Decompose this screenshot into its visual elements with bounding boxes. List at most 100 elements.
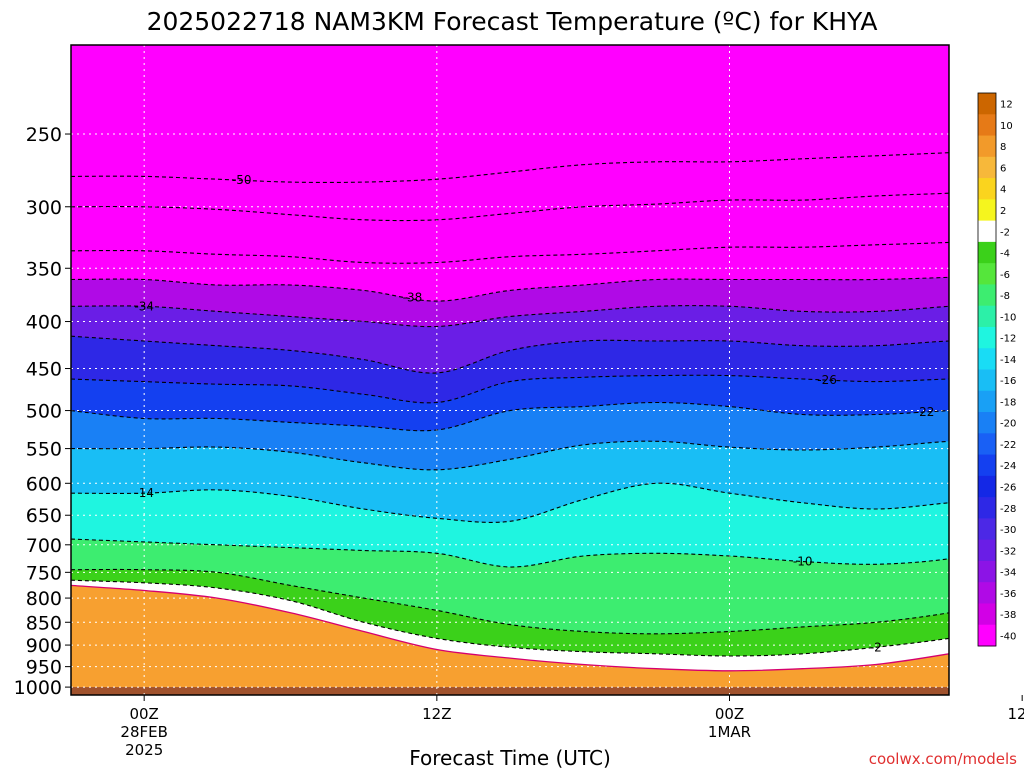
- credit-text: coolwx.com/models: [869, 750, 1017, 768]
- isotherm-contours: 2-2-6-10-14-18-22-26-30-34-38-42-46-50: [71, 152, 1024, 672]
- isotherm-line: [71, 568, 949, 635]
- y-tick-label: 800: [26, 588, 62, 610]
- contour-label: -2: [870, 640, 882, 654]
- contour-label: -34: [134, 299, 154, 313]
- colorbar-swatch: [978, 135, 996, 158]
- colorbar-swatch: [978, 326, 996, 349]
- isotherm-line: [71, 241, 949, 264]
- y-tick-label: 450: [26, 359, 62, 381]
- colorbar-label: -2: [1000, 227, 1010, 238]
- isotherm-line: [71, 482, 949, 523]
- colorbar-swatch: [978, 114, 996, 137]
- colorbar-swatch: [978, 369, 996, 392]
- y-tick-label: 500: [26, 401, 62, 423]
- colorbar-swatch: [978, 284, 996, 307]
- colorbar-label: 8: [1000, 142, 1006, 153]
- plot-frame: [70, 44, 950, 696]
- colorbar-swatch: [978, 305, 996, 328]
- colorbar-label: -8: [1000, 291, 1010, 302]
- colorbar-swatch: [978, 93, 996, 115]
- isotherm-line: [71, 305, 949, 328]
- colorbar-swatch: [978, 433, 996, 456]
- colorbar-label: -6: [1000, 270, 1010, 281]
- y-tick-label: 1000: [14, 677, 62, 699]
- colorbar-label: 2: [1000, 206, 1006, 217]
- contour-label: -10: [793, 555, 813, 569]
- colorbar-label: -28: [1000, 504, 1016, 515]
- ground-band: [71, 687, 949, 695]
- x-axis-label: Forecast Time (UTC): [409, 746, 611, 768]
- colorbar-label: -4: [1000, 249, 1010, 260]
- colorbar-swatch: [978, 454, 996, 477]
- colorbar-swatch: [978, 348, 996, 370]
- y-tick-label: 550: [26, 439, 62, 461]
- colorbar-swatch: [978, 156, 996, 179]
- isotherm-line: [71, 579, 949, 657]
- isotherm-line: [71, 401, 949, 432]
- x-tick-label: 12Z: [422, 705, 451, 723]
- y-tick-label: 950: [26, 657, 62, 679]
- colorbar-swatch: [978, 241, 996, 264]
- colorbar-swatch: [978, 412, 996, 434]
- colorbar-swatch: [978, 263, 996, 285]
- x-tick-label: 1MAR: [708, 723, 751, 741]
- isotherm-line: [71, 374, 949, 404]
- isotherm-line: [71, 440, 949, 471]
- colorbar-label: -30: [1000, 525, 1016, 536]
- isotherm-line: [71, 152, 949, 184]
- colorbar-label: 6: [1000, 163, 1006, 174]
- colorbar-label: -32: [1000, 546, 1016, 557]
- colorbar-label: -12: [1000, 334, 1016, 345]
- colorbar-label: 10: [1000, 121, 1013, 132]
- x-tick-label: 2025: [125, 741, 163, 759]
- x-tick-label: 28FEB: [120, 723, 167, 741]
- isotherm-line: [71, 276, 949, 302]
- y-tick-label: 400: [26, 312, 62, 334]
- contour-label: -14: [134, 486, 154, 500]
- colorbar-swatch: [978, 475, 996, 498]
- y-tick-label: 600: [26, 473, 62, 495]
- colorbar-swatch: [978, 178, 996, 200]
- colorbar: 12 10 8 6 4 2 -2 -4 -6 -8 -10 -12 -14 -16 -18 -20 -22 -24…: [977, 92, 1016, 647]
- contour-label: -26: [817, 373, 837, 387]
- y-tick-label: 850: [26, 612, 62, 634]
- colorbar-label: -38: [1000, 610, 1016, 621]
- colorbar-label: -26: [1000, 482, 1016, 493]
- y-tick-label: 650: [26, 505, 62, 527]
- colorbar-swatch: [978, 539, 996, 562]
- contour-label: -38: [403, 291, 423, 305]
- y-tick-label: 250: [26, 124, 62, 146]
- colorbar-swatch: [978, 582, 996, 604]
- contour-label: -6: [1016, 591, 1024, 605]
- colorbar-label: -10: [1000, 312, 1016, 323]
- colorbar-label: -34: [1000, 568, 1016, 579]
- colorbar-label: -24: [1000, 461, 1016, 472]
- y-tick-label: 300: [26, 197, 62, 219]
- colorbar-label: 4: [1000, 185, 1006, 196]
- colorbar-label: -18: [1000, 397, 1016, 408]
- y-tick-label: 350: [26, 258, 62, 280]
- x-tick-label: 00Z: [715, 705, 744, 723]
- colorbar-swatch: [978, 497, 996, 519]
- x-tick-label: 00Z: [129, 705, 158, 723]
- isotherm-line: [71, 538, 949, 568]
- isotherm-line: [71, 584, 949, 672]
- colorbar-label: -16: [1000, 376, 1016, 387]
- colorbar-swatch: [978, 518, 996, 541]
- colorbar-swatch: [978, 560, 996, 583]
- x-axis-time: 00Z28FEB202512Z00Z1MAR12Z00Z2MAR: [120, 695, 1024, 759]
- contour-label: -22: [915, 405, 935, 419]
- colorbar-label: -20: [1000, 419, 1016, 430]
- colorbar-frame: [977, 92, 997, 647]
- colorbar-label: -40: [1000, 631, 1016, 642]
- contour-label: -50: [232, 173, 252, 187]
- colorbar-label: -36: [1000, 589, 1016, 600]
- colorbar-swatch: [978, 624, 996, 647]
- colorbar-swatch: [978, 603, 996, 626]
- colorbar-label: 12: [1000, 100, 1013, 111]
- y-tick-label: 750: [26, 562, 62, 584]
- y-axis-pressure: 2503003504004505005506006507007508008509…: [14, 124, 71, 699]
- chart-title: 2025022718 NAM3KM Forecast Temperature (…: [147, 7, 878, 36]
- colorbar-swatch: [978, 390, 996, 413]
